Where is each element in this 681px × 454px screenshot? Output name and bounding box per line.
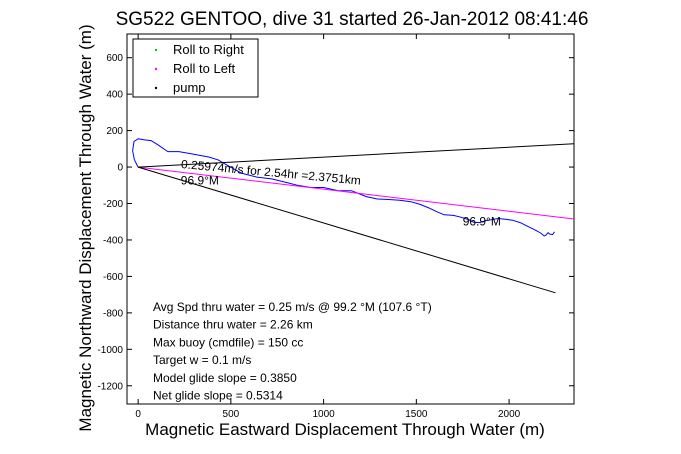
stats-line: Target w = 0.1 m/s bbox=[153, 353, 251, 367]
stats-line: Max buoy (cmdfile) = 150 cc bbox=[153, 335, 303, 349]
annotation: 96.9°M bbox=[463, 214, 501, 228]
legend-box bbox=[132, 38, 259, 98]
annotation: 96.9°M bbox=[181, 173, 219, 187]
y-axis-label: Magnetic Northward Displacement Through … bbox=[76, 24, 95, 431]
legend-label: Roll to Left bbox=[173, 61, 236, 76]
y-tick-label: 400 bbox=[106, 90, 123, 101]
x-tick-label: 1000 bbox=[312, 409, 335, 420]
y-tick-label: 200 bbox=[106, 126, 123, 137]
y-tick-label: 600 bbox=[106, 53, 123, 64]
stats-box: Avg Spd thru water = 0.25 m/s @ 99.2 °M … bbox=[153, 300, 432, 403]
stats-line: Model glide slope = 0.3850 bbox=[153, 371, 297, 385]
track-line bbox=[132, 138, 555, 237]
series-layer bbox=[132, 138, 574, 294]
legend-marker bbox=[154, 48, 158, 52]
stats-line: Net glide slope = 0.5314 bbox=[153, 389, 283, 403]
x-tick-label: 0 bbox=[135, 409, 141, 420]
y-tick-label: -1000 bbox=[97, 345, 123, 356]
x-tick-label: 1500 bbox=[405, 409, 428, 420]
y-tick-label: -800 bbox=[103, 308, 123, 319]
y-tick-label: -1200 bbox=[97, 381, 123, 392]
y-tick-label: -400 bbox=[103, 235, 123, 246]
x-tick-label: 500 bbox=[223, 409, 240, 420]
axes-ticks: 0 500 1000 1500 2000-1200-1000-800-600-400-2… bbox=[97, 34, 574, 420]
reference-line-lower bbox=[137, 166, 556, 294]
legend-marker bbox=[154, 67, 158, 71]
legend: Roll to Right Roll to Left pump bbox=[132, 38, 259, 98]
stats-line: Distance thru water = 2.26 km bbox=[153, 318, 313, 332]
reference-line-upper bbox=[138, 143, 574, 168]
legend-marker bbox=[154, 86, 158, 90]
x-tick-label: 2000 bbox=[498, 409, 521, 420]
stats-line: Avg Spd thru water = 0.25 m/s @ 99.2 °M … bbox=[153, 300, 432, 314]
legend-label: Roll to Right bbox=[173, 42, 244, 57]
y-tick-label: -600 bbox=[103, 272, 123, 283]
drift-line bbox=[138, 166, 574, 220]
legend-label: pump bbox=[173, 80, 206, 95]
chart-title: SG522 GENTOO, dive 31 started 26-Jan-201… bbox=[116, 9, 589, 30]
y-tick-label: 0 bbox=[117, 163, 123, 174]
y-tick-label: -200 bbox=[103, 199, 123, 210]
x-axis-label: Magnetic Eastward Displacement Through W… bbox=[145, 420, 545, 439]
